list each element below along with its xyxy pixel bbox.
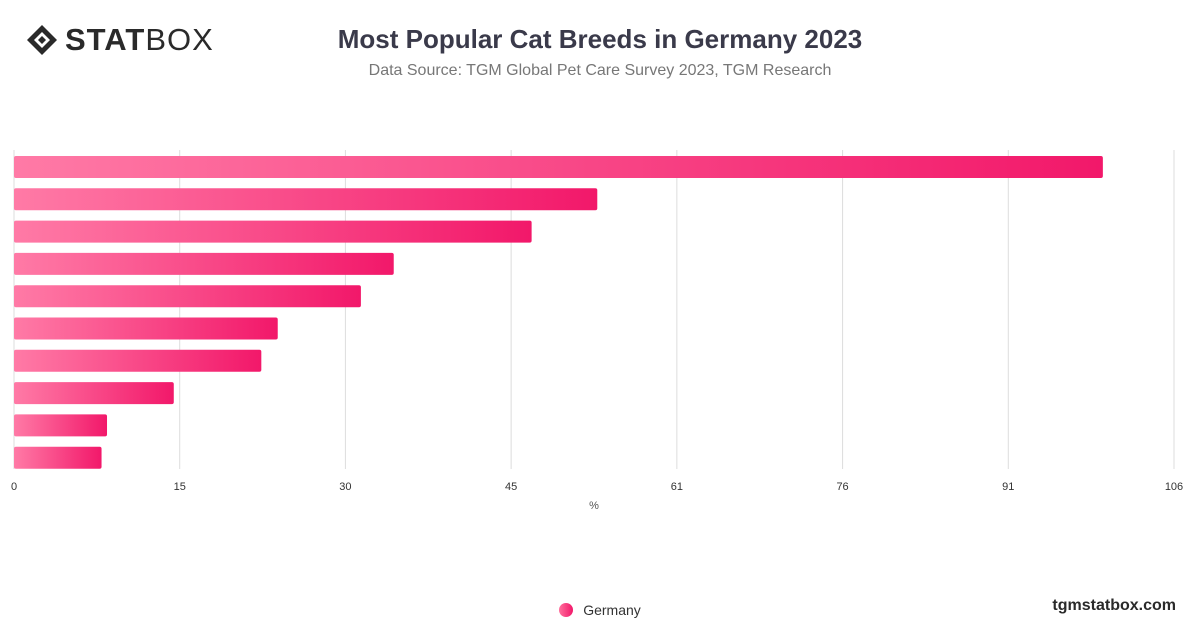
x-tick-label: 30 (339, 481, 351, 493)
legend-label-germany: Germany (583, 602, 641, 618)
chart-title: Most Popular Cat Breeds in Germany 2023 (337, 24, 863, 54)
bar[interactable] (14, 446, 102, 469)
bar[interactable] (14, 382, 174, 405)
x-axis-label: % (589, 500, 599, 512)
bar[interactable] (14, 414, 108, 437)
x-tick-label: 15 (174, 481, 186, 493)
x-tick-label: 61 (671, 481, 683, 493)
logo-text-bold: STAT (65, 22, 146, 57)
logo-wordmark: STATBOX (65, 22, 214, 58)
chart-subtitle: Data Source: TGM Global Pet Care Survey … (368, 62, 832, 79)
legend-marker (559, 603, 574, 617)
bar[interactable] (14, 252, 394, 275)
logo-text-light: BOX (145, 22, 214, 57)
x-tick-label: 106 (1165, 481, 1183, 493)
x-tick-label: 0 (11, 481, 17, 493)
bar[interactable] (14, 317, 278, 340)
bar[interactable] (14, 188, 598, 211)
bar[interactable] (14, 349, 262, 372)
x-tick-label: 76 (836, 481, 848, 493)
bar[interactable] (14, 156, 1103, 178)
bar[interactable] (14, 220, 532, 243)
statbox-logo-icon (27, 25, 57, 55)
legend: Germany (0, 602, 1200, 618)
bar[interactable] (14, 285, 361, 308)
logo: STATBOX (25, 22, 214, 58)
site-url: tgmstatbox.com (1052, 597, 1176, 614)
x-tick-label: 91 (1002, 481, 1014, 493)
x-tick-label: 45 (505, 481, 517, 493)
